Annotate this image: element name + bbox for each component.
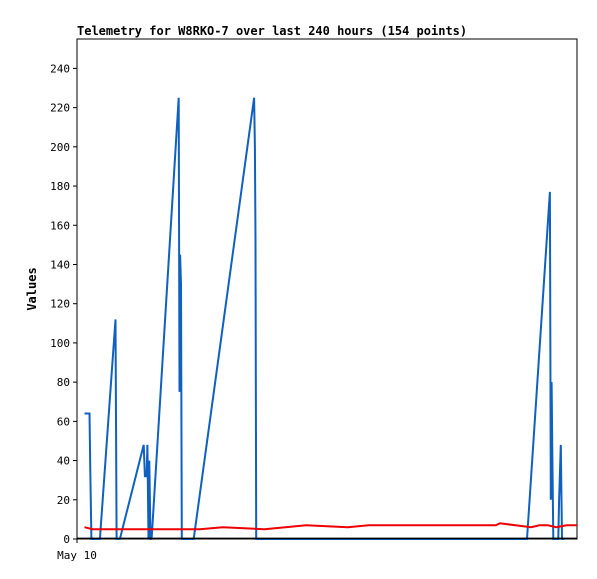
y-tick-label: 240 — [50, 62, 70, 75]
y-tick-label: 180 — [50, 180, 70, 193]
y-tick-label: 40 — [57, 455, 70, 468]
y-tick-label: 160 — [50, 219, 70, 232]
y-tick-label: 80 — [57, 376, 70, 389]
y-tick-label: 60 — [57, 415, 70, 428]
y-axis-label: Values — [25, 267, 39, 310]
plot-area-frame — [76, 38, 578, 540]
y-tick-label: 120 — [50, 298, 70, 311]
chart-title: Telemetry for W8RKO-7 over last 240 hour… — [77, 24, 467, 38]
y-tick-label: 220 — [50, 102, 70, 115]
y-tick-label: 0 — [63, 533, 70, 546]
y-axis-ticks: 0 20 40 60 80 100 120 140 160 180 200 220 240 — [50, 62, 77, 546]
y-tick-label: 100 — [50, 337, 70, 350]
y-tick-label: 200 — [50, 141, 70, 154]
series-line-2 — [84, 522, 577, 531]
series-layer — [77, 97, 577, 540]
x-axis-ticks: May 10 — [57, 539, 97, 562]
series-line-1 — [84, 97, 565, 540]
y-tick-label: 20 — [57, 494, 70, 507]
y-tick-label: 140 — [50, 258, 70, 271]
x-tick-label: May 10 — [57, 549, 97, 562]
